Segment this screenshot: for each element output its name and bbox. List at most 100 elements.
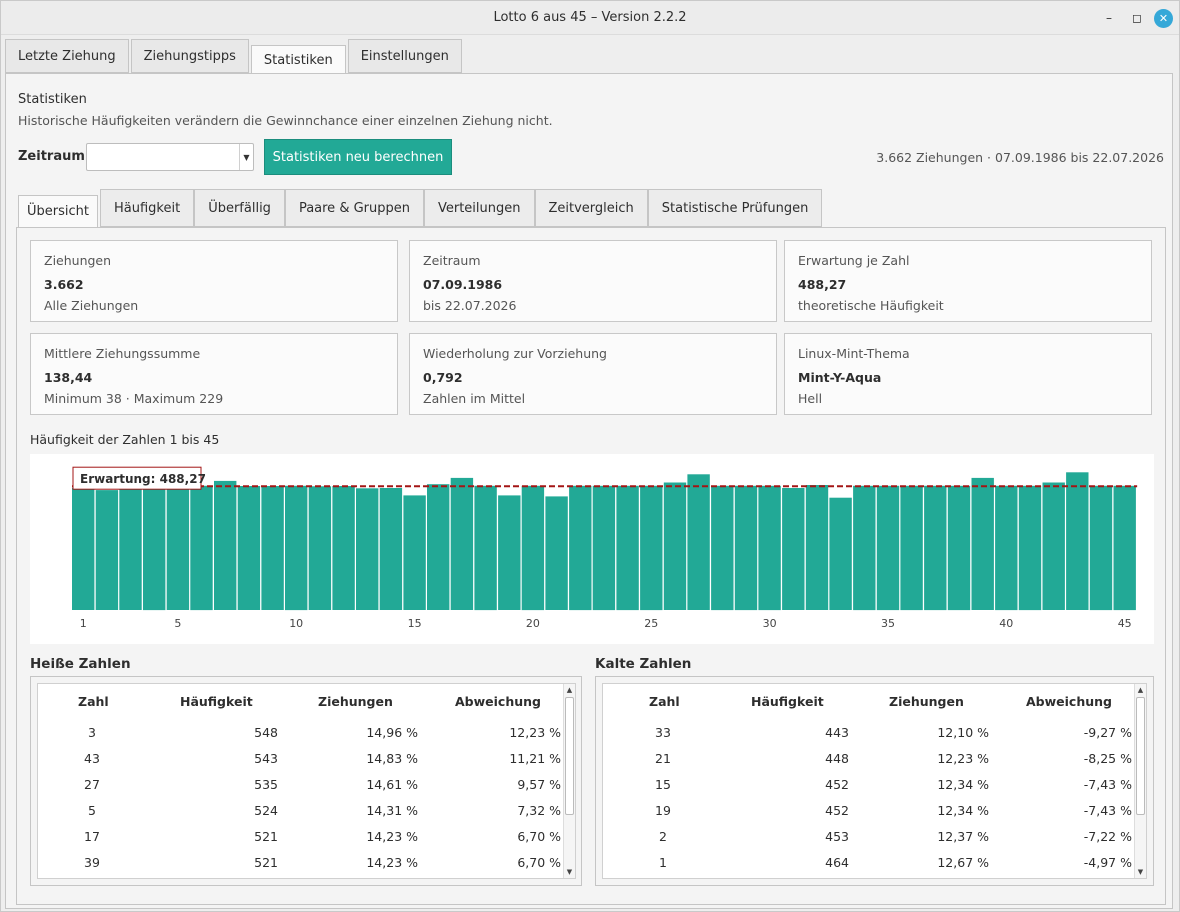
table-row[interactable]: 27 535 14,61 % 9,57 % (38, 772, 566, 798)
table-row[interactable]: 5 524 14,31 % 7,32 % (38, 798, 566, 824)
bar-45 (1113, 485, 1136, 611)
expectation-label-box (72, 466, 202, 490)
window-title: Lotto 6 aus 45 – Version 2.2.2 (493, 10, 687, 25)
card-label: Wiederholung zur Vorziehung (423, 346, 607, 361)
header-ziehungen[interactable]: Ziehungen (889, 694, 964, 709)
bar-37 (924, 485, 947, 611)
close-icon[interactable]: ✕ (1154, 9, 1173, 28)
section-title: Statistiken (18, 92, 87, 107)
sub-tab-bar: Übersicht Häufigkeit Überfällig Paare & … (18, 189, 823, 227)
cell-abweichung: 6,70 % (517, 855, 561, 870)
draw-range-info: 3.662 Ziehungen · 07.09.1986 bis 22.07.2… (876, 150, 1164, 165)
header-abweichung[interactable]: Abweichung (455, 694, 541, 709)
card-ziehungen: Ziehungen 3.662 Alle Ziehungen (30, 240, 398, 322)
header-zahl[interactable]: Zahl (78, 694, 109, 709)
table-row[interactable]: 2 453 12,37 % -7,22 % (603, 824, 1132, 850)
cell-haeufigkeit: 543 (254, 751, 278, 766)
tab-uebersicht[interactable]: Übersicht (18, 195, 98, 227)
hot-numbers-table: Zahl Häufigkeit Ziehungen Abweichung 3 54… (37, 683, 576, 879)
bar-28 (711, 485, 734, 611)
tab-einstellungen[interactable]: Einstellungen (347, 39, 462, 73)
bar-22 (569, 485, 592, 611)
bar-5 (166, 477, 190, 610)
table-row[interactable]: 19 452 12,34 % -7,43 % (603, 798, 1132, 824)
scroll-down-icon[interactable]: ▼ (566, 868, 573, 876)
header-haeufigkeit[interactable]: Häufigkeit (751, 694, 824, 709)
tab-ziehungstipps[interactable]: Ziehungstipps (130, 39, 249, 73)
scroll-thumb[interactable] (565, 697, 574, 815)
bar-43 (1066, 472, 1089, 610)
frequency-chart-svg: Erwartung: 488,271 5 10 15 20 25 30 35 40 45 (72, 466, 1138, 630)
overview-panel: Ziehungen 3.662 Alle Ziehungen Zeitraum … (16, 227, 1166, 905)
tab-letzte-ziehung[interactable]: Letzte Ziehung (5, 39, 129, 73)
bar-30 (758, 485, 781, 611)
recalculate-button[interactable]: Statistiken neu berechnen (264, 139, 452, 175)
table-row[interactable]: 39 521 14,23 % 6,70 % (38, 850, 566, 876)
cold-numbers-box: Zahl Häufigkeit Ziehungen Abweichung 33 4… (595, 676, 1154, 886)
cell-abweichung: -4,97 % (1083, 855, 1132, 870)
chevron-down-icon[interactable]: ▼ (239, 144, 253, 170)
tab-zeitvergleich[interactable]: Zeitvergleich (534, 189, 648, 227)
bar-41 (1018, 485, 1042, 611)
tab-statistiken[interactable]: Statistiken (250, 45, 346, 74)
bar-34 (853, 485, 876, 611)
header-ziehungen[interactable]: Ziehungen (318, 694, 393, 709)
card-note: bis 22.07.2026 (423, 298, 517, 313)
scroll-up-icon[interactable]: ▲ (1137, 686, 1144, 694)
hot-scrollbar[interactable]: ▲ ▼ (563, 684, 575, 878)
cell-zahl: 43 (84, 751, 100, 766)
zeitraum-select[interactable]: ▼ (86, 143, 254, 171)
x-tick-label: 45 (1118, 617, 1132, 630)
cell-zahl: 1 (659, 855, 667, 870)
card-note: Alle Ziehungen (44, 298, 139, 313)
bar-23 (592, 485, 616, 611)
bar-36 (900, 485, 923, 611)
bar-33 (829, 497, 852, 610)
card-label: Zeitraum (423, 253, 481, 268)
table-row[interactable]: 43 543 14,83 % 11,21 % (38, 746, 566, 772)
table-row[interactable]: 3 548 14,96 % 12,23 % (38, 720, 566, 746)
bar-8 (237, 486, 261, 610)
statistics-panel: Statistiken Historische Häufigkeiten ver… (5, 73, 1173, 909)
cell-haeufigkeit: 452 (825, 803, 849, 818)
table-row[interactable]: 17 521 14,23 % 6,70 % (38, 824, 566, 850)
bar-12 (332, 486, 355, 610)
tab-ueberfaellig[interactable]: Überfällig (194, 189, 285, 227)
header-abweichung[interactable]: Abweichung (1026, 694, 1112, 709)
bar-4 (143, 485, 166, 611)
table-row[interactable]: 21 448 12,23 % -8,25 % (603, 746, 1132, 772)
cell-abweichung: 9,57 % (517, 777, 561, 792)
bar-9 (261, 486, 284, 610)
scroll-down-icon[interactable]: ▼ (1137, 868, 1144, 876)
bar-31 (782, 488, 805, 610)
bar-10 (285, 485, 308, 611)
table-row[interactable]: 33 443 12,10 % -9,27 % (603, 720, 1132, 746)
header-zahl[interactable]: Zahl (649, 694, 680, 709)
cell-zahl: 3 (88, 725, 96, 740)
cell-ziehungen: 12,67 % (937, 855, 989, 870)
scroll-thumb[interactable] (1136, 697, 1145, 815)
cell-abweichung: -7,43 % (1083, 777, 1132, 792)
x-tick-label: 30 (763, 617, 777, 630)
cell-abweichung: 12,23 % (509, 725, 561, 740)
tab-statistische-pruefungen[interactable]: Statistische Prüfungen (647, 189, 823, 227)
card-label: Ziehungen (44, 253, 112, 268)
tab-paare-gruppen[interactable]: Paare & Gruppen (284, 189, 424, 227)
cold-scrollbar[interactable]: ▲ ▼ (1134, 684, 1146, 878)
tab-haeufigkeit[interactable]: Häufigkeit (99, 189, 195, 227)
x-tick-label: 25 (644, 617, 658, 630)
card-wiederholung: Wiederholung zur Vorziehung 0,792 Zahlen… (409, 333, 777, 415)
card-note: theoretische Häufigkeit (798, 298, 944, 313)
cold-numbers-table: Zahl Häufigkeit Ziehungen Abweichung 33 4… (602, 683, 1147, 879)
cell-ziehungen: 14,61 % (366, 777, 418, 792)
tab-verteilungen[interactable]: Verteilungen (423, 189, 535, 227)
header-haeufigkeit[interactable]: Häufigkeit (180, 694, 253, 709)
table-row[interactable]: 15 452 12,34 % -7,43 % (603, 772, 1132, 798)
scroll-up-icon[interactable]: ▲ (566, 686, 573, 694)
bar-42 (1042, 482, 1065, 610)
table-row[interactable]: 1 464 12,67 % -4,97 % (603, 850, 1132, 876)
table-header: Zahl Häufigkeit Ziehungen Abweichung (603, 684, 1131, 718)
card-value: 138,44 (44, 370, 93, 385)
maximize-icon[interactable]: ◻ (1132, 11, 1142, 25)
minimize-icon[interactable]: – (1106, 11, 1112, 25)
